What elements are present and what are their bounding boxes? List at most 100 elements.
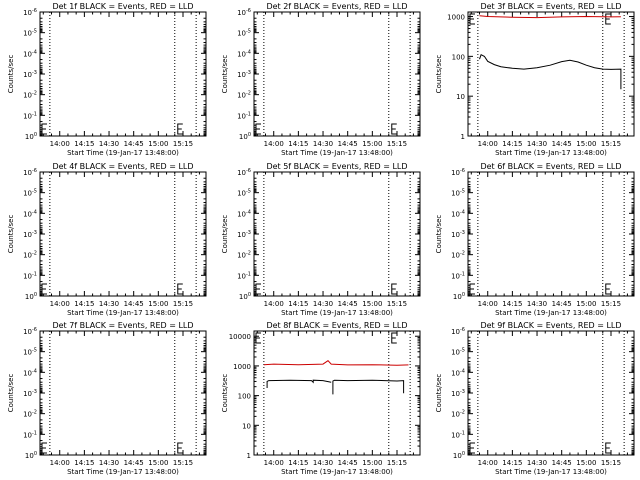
- plot-frame: [467, 330, 635, 456]
- x-tick-label: 14:00: [264, 140, 284, 148]
- event-marker: [255, 283, 261, 295]
- x-tick-label: 15:15: [173, 300, 193, 308]
- x-tick-label: 15:00: [148, 459, 168, 467]
- x-tick-label: 14:45: [552, 300, 572, 308]
- y-tick-label: 10-6: [23, 327, 37, 336]
- detector-panel-2: Det 2f BLACK = Events, RED = LLD 10-6 10-5…: [221, 2, 421, 157]
- event-marker: [177, 123, 183, 135]
- x-tick-label: 15:15: [601, 300, 621, 308]
- detector-panel-5: Det 5f BLACK = Events, RED = LLD 10-6 10-5…: [221, 162, 421, 317]
- plot-frame: [253, 171, 421, 297]
- detector-panel-7: Det 7f BLACK = Events, RED = LLD 10-6 10-5…: [7, 321, 207, 476]
- y-tick-label: 10: [456, 93, 465, 101]
- x-tick-label: 14:15: [288, 140, 308, 148]
- event-marker: [391, 332, 397, 344]
- y-tick-label: 10-2: [23, 251, 37, 260]
- x-tick-label: 14:15: [288, 300, 308, 308]
- y-tick-label: 100: [25, 292, 37, 301]
- y-axis-label: Counts/sec: [7, 55, 15, 94]
- event-marker: [255, 332, 261, 344]
- x-axis-label: Start Time (19-Jan-17 13:48:00): [495, 309, 607, 317]
- event-marker: [391, 283, 397, 295]
- y-tick-label: 10-1: [23, 111, 37, 120]
- y-tick-label: 10-6: [23, 8, 37, 17]
- x-tick-label: 14:45: [124, 300, 144, 308]
- y-tick-label: 1: [461, 133, 465, 141]
- plot-frame: [253, 11, 421, 137]
- y-tick-label: 10-6: [237, 168, 251, 177]
- y-tick-label: 10-5: [23, 189, 37, 198]
- x-tick-label: 14:45: [124, 459, 144, 467]
- events-series-line: [332, 379, 405, 395]
- x-tick-label: 14:30: [99, 459, 119, 467]
- panel-title: Det 1f BLACK = Events, RED = LLD: [52, 2, 193, 11]
- y-axis-label: Counts/sec: [221, 374, 229, 413]
- x-axis-label: Start Time (19-Jan-17 13:48:00): [67, 149, 179, 157]
- x-tick-label: 14:15: [502, 140, 522, 148]
- x-tick-label: 14:15: [288, 459, 308, 467]
- x-tick-label: 14:15: [74, 140, 94, 148]
- y-tick-label: 100: [452, 53, 465, 61]
- y-tick-label: 10-3: [23, 70, 37, 79]
- panel-title: Det 5f BLACK = Events, RED = LLD: [266, 162, 407, 171]
- event-marker: [469, 283, 475, 295]
- x-tick-label: 14:45: [338, 459, 358, 467]
- y-tick-label: 10-4: [237, 49, 251, 58]
- y-tick-label: 10-6: [451, 327, 465, 336]
- y-tick-label: 10000: [229, 333, 251, 341]
- y-axis-label: Counts/sec: [435, 215, 443, 254]
- x-tick-label: 15:15: [387, 300, 407, 308]
- x-axis-label: Start Time (19-Jan-17 13:48:00): [495, 468, 607, 476]
- y-tick-label: 10-1: [451, 271, 465, 280]
- events-series-line: [266, 379, 332, 388]
- y-tick-label: 10-4: [23, 49, 37, 58]
- event-marker: [41, 442, 47, 454]
- events-series-line: [479, 53, 622, 90]
- panel-title: Det 3f BLACK = Events, RED = LLD: [480, 2, 621, 11]
- y-tick-label: 10-1: [451, 430, 465, 439]
- y-tick-label: 100: [239, 132, 251, 141]
- y-tick-label: 10-2: [23, 410, 37, 419]
- event-marker: [177, 283, 183, 295]
- x-tick-label: 15:15: [387, 140, 407, 148]
- panel-title: Det 7f BLACK = Events, RED = LLD: [52, 321, 193, 330]
- y-tick-label: 10-4: [451, 209, 465, 218]
- x-tick-label: 14:30: [527, 140, 547, 148]
- x-tick-label: 14:00: [264, 300, 284, 308]
- x-tick-label: 14:00: [264, 459, 284, 467]
- x-tick-label: 14:00: [50, 300, 70, 308]
- x-tick-label: 15:00: [148, 300, 168, 308]
- y-axis-label: Counts/sec: [435, 374, 443, 413]
- event-marker: [177, 442, 183, 454]
- x-axis-label: Start Time (19-Jan-17 13:48:00): [67, 468, 179, 476]
- x-axis-label: Start Time (19-Jan-17 13:48:00): [281, 468, 393, 476]
- x-tick-label: 14:30: [99, 140, 119, 148]
- y-tick-label: 100: [453, 451, 465, 460]
- event-marker: [255, 123, 261, 135]
- event-marker: [605, 442, 611, 454]
- plot-frame: [467, 171, 635, 297]
- event-marker: [605, 283, 611, 295]
- x-tick-label: 14:15: [74, 459, 94, 467]
- x-tick-label: 14:30: [313, 140, 333, 148]
- x-tick-label: 15:00: [576, 140, 596, 148]
- x-tick-label: 14:00: [50, 140, 70, 148]
- x-tick-label: 14:45: [552, 140, 572, 148]
- y-tick-label: 10-1: [23, 430, 37, 439]
- detector-panel-1: Det 1f BLACK = Events, RED = LLD 10-6 10-5…: [7, 2, 207, 157]
- y-tick-label: 10-4: [237, 209, 251, 218]
- y-axis-label: Counts/sec: [221, 215, 229, 254]
- x-tick-label: 15:15: [601, 459, 621, 467]
- y-tick-label: 100: [238, 393, 251, 401]
- x-tick-label: 14:00: [478, 300, 498, 308]
- x-tick-label: 14:30: [527, 300, 547, 308]
- y-tick-label: 10-2: [451, 251, 465, 260]
- event-marker: [469, 13, 475, 25]
- y-tick-label: 10-3: [23, 230, 37, 239]
- y-tick-label: 10-3: [451, 389, 465, 398]
- y-tick-label: 10-5: [237, 29, 251, 38]
- y-tick-label: 10-1: [23, 271, 37, 280]
- y-tick-label: 10-3: [237, 70, 251, 79]
- x-tick-label: 15:00: [362, 140, 382, 148]
